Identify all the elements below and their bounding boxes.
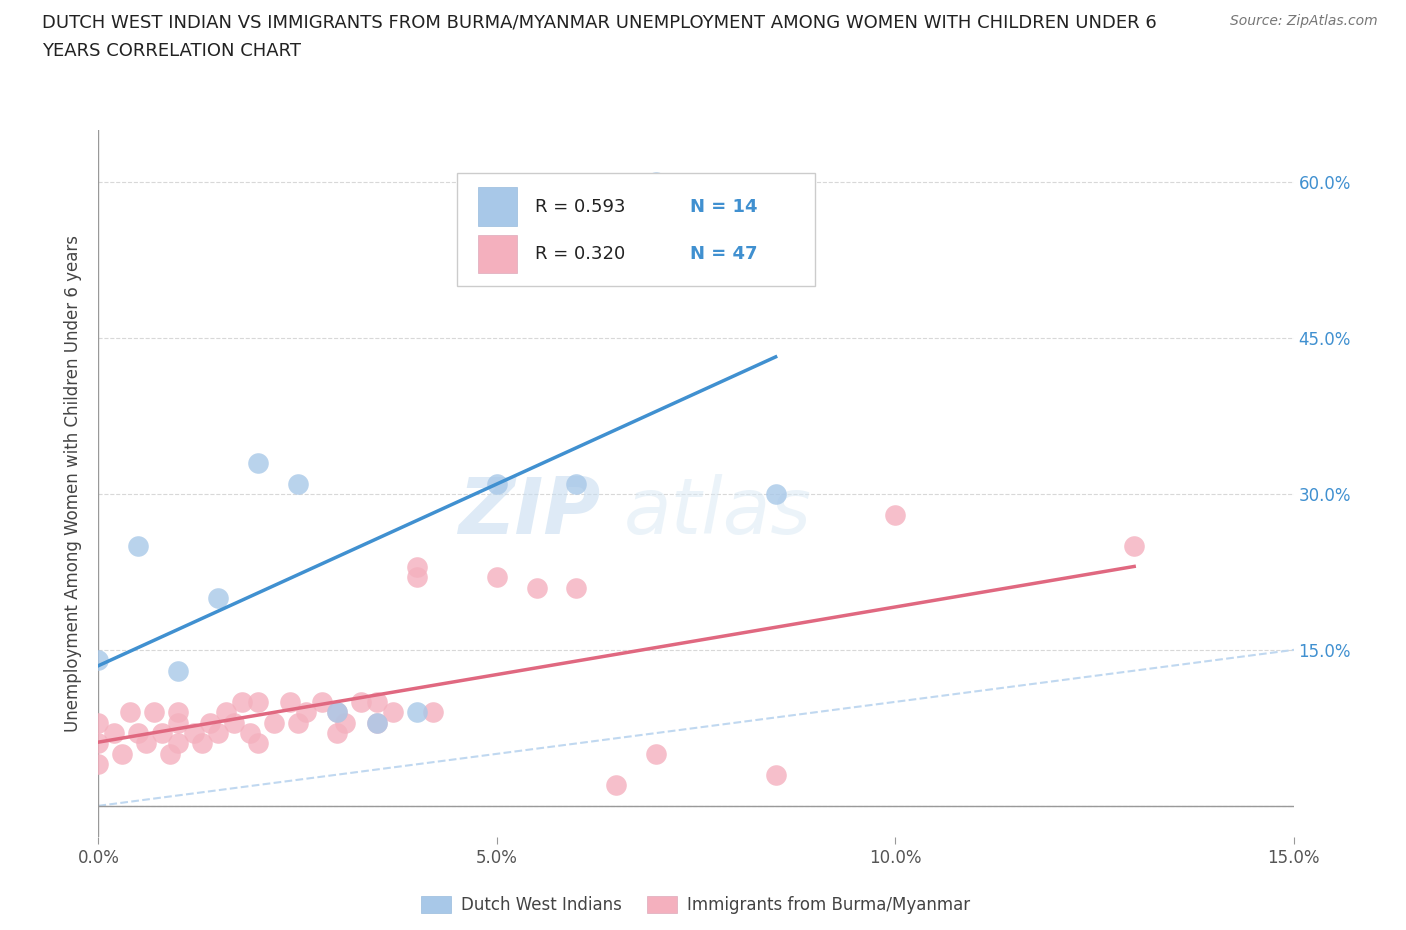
- Point: [191, 736, 214, 751]
- Point: [645, 747, 668, 762]
- Text: DUTCH WEST INDIAN VS IMMIGRANTS FROM BURMA/MYANMAR UNEMPLOYMENT AMONG WOMEN WITH: DUTCH WEST INDIAN VS IMMIGRANTS FROM BUR…: [42, 14, 1157, 32]
- Point: [127, 725, 149, 740]
- Point: [87, 653, 110, 668]
- Point: [485, 570, 508, 585]
- Legend: Dutch West Indians, Immigrants from Burma/Myanmar: Dutch West Indians, Immigrants from Burm…: [415, 889, 977, 921]
- Text: N = 14: N = 14: [690, 197, 758, 216]
- Point: [406, 705, 429, 720]
- Point: [215, 705, 238, 720]
- Point: [167, 715, 190, 730]
- Point: [366, 695, 388, 710]
- Point: [565, 580, 588, 595]
- Point: [87, 736, 110, 751]
- Point: [311, 695, 333, 710]
- Point: [645, 175, 668, 190]
- Point: [239, 725, 262, 740]
- Point: [159, 747, 181, 762]
- Point: [246, 456, 269, 471]
- Point: [143, 705, 166, 720]
- Point: [294, 705, 316, 720]
- Point: [231, 695, 253, 710]
- Point: [335, 715, 357, 730]
- Point: [246, 736, 269, 751]
- Point: [198, 715, 221, 730]
- Point: [278, 695, 301, 710]
- Point: [167, 736, 190, 751]
- Point: [222, 715, 245, 730]
- Text: R = 0.320: R = 0.320: [534, 245, 624, 263]
- Point: [1123, 538, 1146, 553]
- Point: [422, 705, 444, 720]
- Y-axis label: Unemployment Among Women with Children Under 6 years: Unemployment Among Women with Children U…: [65, 235, 83, 732]
- Text: N = 47: N = 47: [690, 245, 758, 263]
- Point: [765, 767, 787, 782]
- Point: [765, 486, 787, 501]
- Point: [406, 570, 429, 585]
- Bar: [478, 234, 517, 273]
- Point: [287, 476, 309, 491]
- Point: [287, 715, 309, 730]
- Point: [87, 715, 110, 730]
- Point: [111, 747, 134, 762]
- Text: ZIP: ZIP: [458, 474, 600, 550]
- Point: [207, 725, 229, 740]
- Point: [183, 725, 205, 740]
- Text: R = 0.593: R = 0.593: [534, 197, 626, 216]
- Bar: [478, 187, 517, 226]
- Point: [605, 247, 627, 262]
- Point: [263, 715, 285, 730]
- Point: [135, 736, 157, 751]
- Point: [406, 559, 429, 574]
- Point: [366, 715, 388, 730]
- Point: [350, 695, 373, 710]
- Point: [167, 705, 190, 720]
- Point: [120, 705, 142, 720]
- Point: [884, 508, 907, 523]
- Text: YEARS CORRELATION CHART: YEARS CORRELATION CHART: [42, 42, 301, 60]
- Point: [207, 591, 229, 605]
- Point: [526, 580, 548, 595]
- Text: atlas: atlas: [624, 474, 813, 550]
- Point: [366, 715, 388, 730]
- Point: [127, 538, 149, 553]
- Point: [167, 663, 190, 678]
- Point: [605, 777, 627, 792]
- FancyBboxPatch shape: [457, 173, 815, 286]
- Point: [87, 757, 110, 772]
- Point: [382, 705, 405, 720]
- Point: [485, 476, 508, 491]
- Point: [246, 695, 269, 710]
- Point: [326, 705, 349, 720]
- Text: Source: ZipAtlas.com: Source: ZipAtlas.com: [1230, 14, 1378, 28]
- Point: [326, 705, 349, 720]
- Point: [326, 725, 349, 740]
- Point: [565, 476, 588, 491]
- Point: [150, 725, 173, 740]
- Point: [103, 725, 125, 740]
